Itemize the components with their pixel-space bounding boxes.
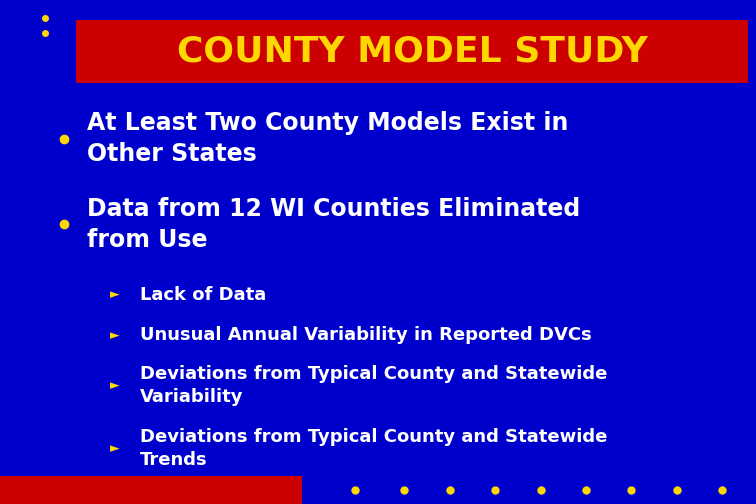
Text: COUNTY MODEL STUDY: COUNTY MODEL STUDY <box>177 35 647 69</box>
Text: Data from 12 WI Counties Eliminated
from Use: Data from 12 WI Counties Eliminated from… <box>87 197 580 251</box>
Text: ►: ► <box>110 329 119 342</box>
Text: At Least Two County Models Exist in
Other States: At Least Two County Models Exist in Othe… <box>87 111 569 166</box>
Text: Lack of Data: Lack of Data <box>140 286 266 304</box>
Text: Unusual Annual Variability in Reported DVCs: Unusual Annual Variability in Reported D… <box>140 326 592 344</box>
Text: ►: ► <box>110 442 119 455</box>
Text: Deviations from Typical County and Statewide
Variability: Deviations from Typical County and State… <box>140 365 607 406</box>
Text: ►: ► <box>110 288 119 301</box>
FancyBboxPatch shape <box>0 476 302 504</box>
Text: Deviations from Typical County and Statewide
Trends: Deviations from Typical County and State… <box>140 428 607 469</box>
FancyBboxPatch shape <box>76 20 748 83</box>
Text: ►: ► <box>110 379 119 392</box>
